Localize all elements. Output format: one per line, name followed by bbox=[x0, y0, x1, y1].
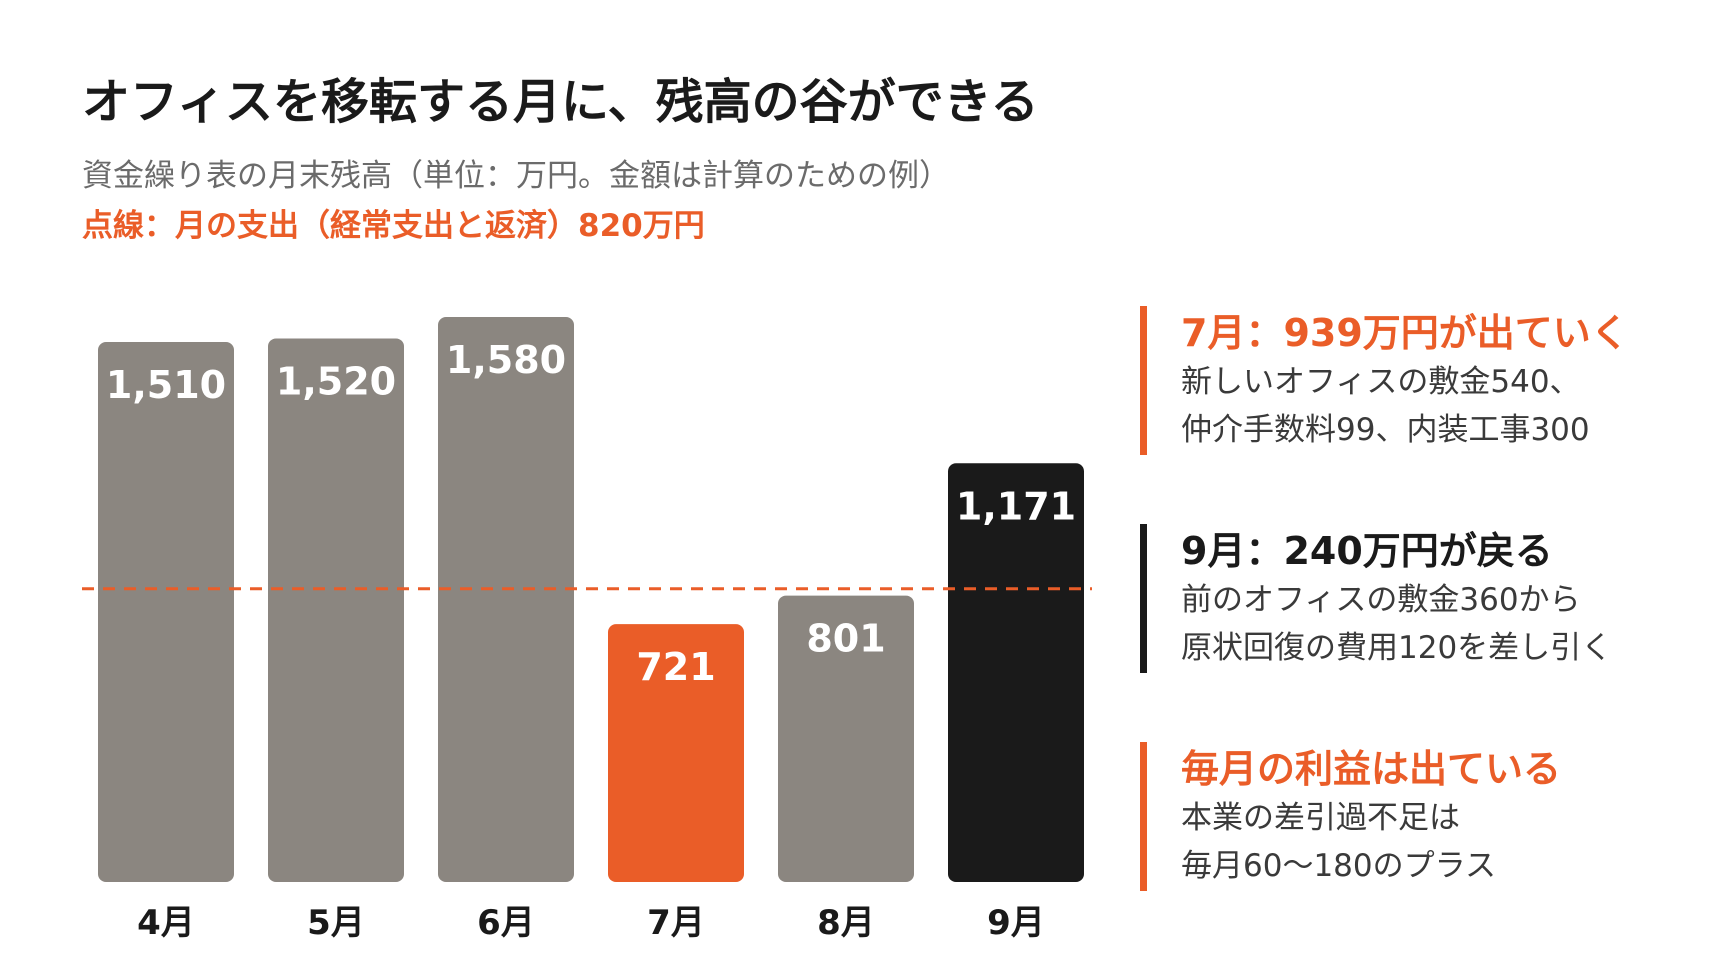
panel-line: 仲介手数料99、内装工事300 bbox=[1181, 412, 1590, 449]
bar-6 bbox=[948, 463, 1084, 882]
panel-heading: 9月：240万円が戻る bbox=[1181, 529, 1553, 573]
chart-title: オフィスを移転する月に、残高の谷ができる bbox=[82, 74, 1039, 130]
bar-1 bbox=[98, 342, 234, 883]
category-label: 5月 bbox=[307, 903, 365, 943]
bar-5 bbox=[778, 595, 914, 882]
annotation-panel-profit: 毎月の利益は出ている 本業の差引過不足は 毎月60〜180のプラス bbox=[1140, 742, 1562, 892]
annotation-panel-september: 9月：240万円が戻る 前のオフィスの敷金360から 原状回復の費用120を差し… bbox=[1140, 524, 1613, 674]
bar-value-label: 1,510 bbox=[106, 363, 226, 407]
bar-value-label: 1,520 bbox=[276, 359, 396, 403]
category-label: 8月 bbox=[817, 903, 875, 943]
panel-line: 前のオフィスの敷金360から bbox=[1181, 581, 1581, 618]
panel-line: 新しいオフィスの敷金540、 bbox=[1181, 363, 1581, 400]
reference-line-note: 点線：月の支出（経常支出と返済）820万円 bbox=[82, 208, 705, 244]
bar-value-label: 1,171 bbox=[956, 484, 1076, 528]
bar-4 bbox=[608, 624, 744, 882]
panel-line: 原状回復の費用120を差し引く bbox=[1181, 630, 1613, 667]
bar-value-label: 1,580 bbox=[446, 338, 566, 382]
bar-value-label: 801 bbox=[806, 617, 885, 661]
chart-subtitle: 資金繰り表の月末残高（単位：万円。金額は計算のための例） bbox=[82, 158, 950, 194]
category-label: 4月 bbox=[137, 903, 195, 943]
panel-line: 本業の差引過不足は bbox=[1181, 799, 1460, 836]
panel-heading: 7月：939万円が出ていく bbox=[1181, 311, 1629, 355]
bar-3 bbox=[438, 317, 574, 882]
panel-heading: 毎月の利益は出ている bbox=[1181, 747, 1562, 791]
annotation-panel-july: 7月：939万円が出ていく 新しいオフィスの敷金540、 仲介手数料99、内装工… bbox=[1140, 306, 1629, 456]
bar-chart: 1,510 4月 1,520 5月 1,580 6月 721 7月 801 8月 1,171 9月 bbox=[82, 317, 1092, 943]
bar-value-label: 721 bbox=[636, 645, 715, 689]
category-label: 7月 bbox=[647, 903, 705, 943]
category-label: 6月 bbox=[477, 903, 535, 943]
panel-line: 毎月60〜180のプラス bbox=[1181, 848, 1496, 885]
category-label: 9月 bbox=[987, 903, 1045, 943]
bar-2 bbox=[268, 338, 404, 882]
